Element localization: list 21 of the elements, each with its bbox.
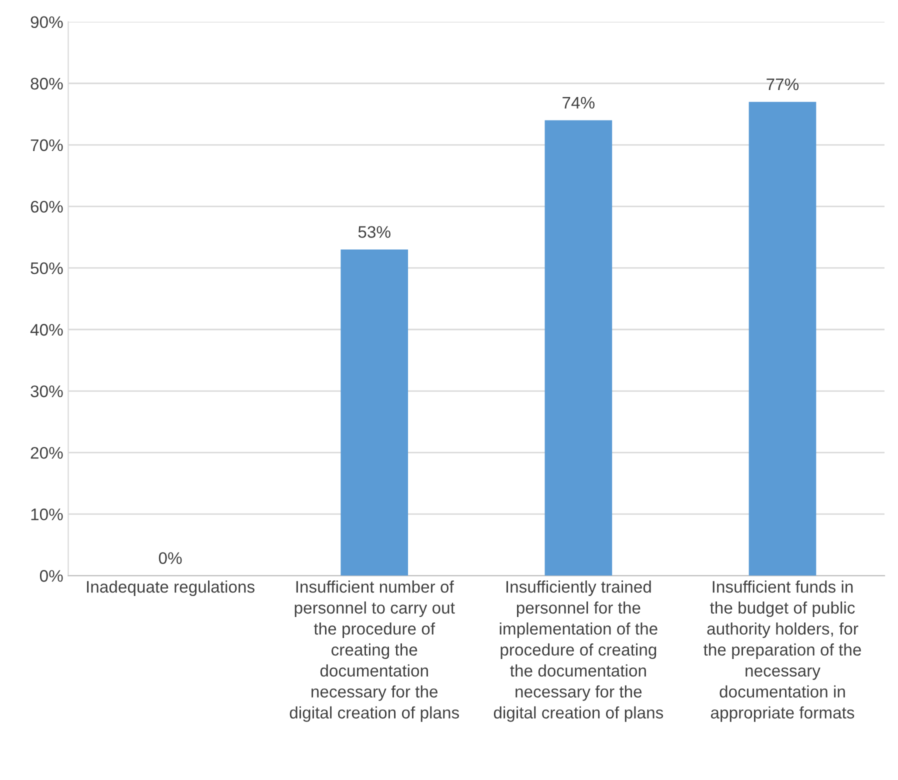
y-tick-label: 70% — [30, 139, 63, 152]
y-tick-label: 30% — [30, 385, 63, 398]
bar — [748, 102, 816, 576]
data-label: 0% — [158, 552, 182, 564]
x-tick-label: Insufficient number of personnel to carry out the procedure of creating the documentation necessary for the digital creation of plans — [290, 580, 459, 722]
bar — [544, 120, 612, 576]
bar — [340, 250, 408, 576]
x-tick-label: Insufficient funds in the budget of public authority holders, for the preparation of the necessary documentation in appropriate formats — [704, 580, 861, 722]
x-tick-label: Insufficiently trained personnel for the implementation of the procedure of creating the documentation necessary for the digital creation of plans — [494, 580, 664, 722]
y-tick-label: 10% — [31, 508, 63, 520]
y-tick-label: 90% — [30, 16, 63, 28]
y-tick-label: 0% — [40, 570, 63, 582]
data-label: 77% — [766, 78, 799, 90]
x-tick-label: Inadequate regulations — [87, 580, 254, 596]
y-tick-label: 40% — [30, 324, 63, 336]
y-tick-label: 80% — [30, 78, 63, 90]
data-label: 53% — [358, 226, 390, 238]
y-tick-label: 20% — [30, 446, 63, 459]
data-label: 74% — [562, 96, 595, 109]
y-tick-label: 60% — [30, 200, 63, 213]
y-tick-label: 50% — [30, 262, 63, 274]
